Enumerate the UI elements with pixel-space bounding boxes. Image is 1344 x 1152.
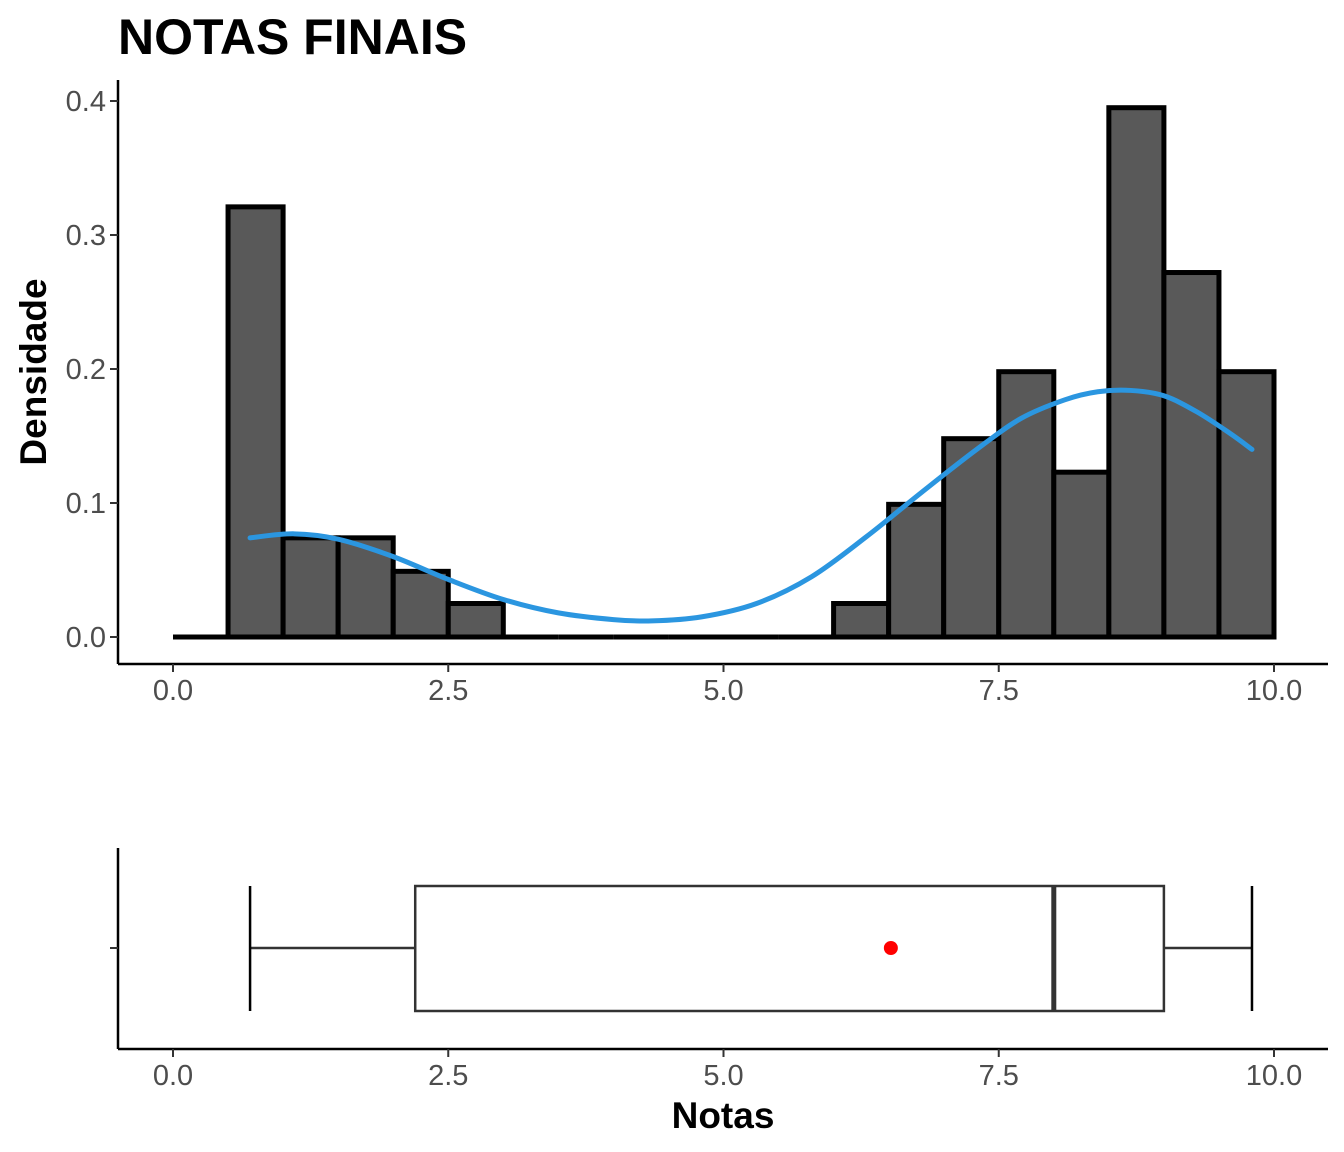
histogram-bar <box>1051 469 1112 640</box>
histogram-bar <box>1216 369 1277 640</box>
y-tick-label: 0.2 <box>66 354 106 386</box>
y-tick-label: 0.1 <box>66 488 106 520</box>
x-axis-title: Notas <box>672 1095 775 1136</box>
x-tick-label: 0.0 <box>153 675 193 707</box>
y-tick-label: 0.0 <box>66 622 106 654</box>
histogram-bar <box>445 601 506 640</box>
box-x-tick-label: 10.0 <box>1246 1060 1302 1092</box>
x-tick-label: 7.5 <box>979 675 1019 707</box>
x-tick-label: 2.5 <box>428 675 468 707</box>
chart-title: NOTAS FINAIS <box>118 9 467 65</box>
histogram-bar <box>280 535 341 640</box>
histogram-bar <box>831 601 892 640</box>
histogram-bar <box>1161 270 1222 640</box>
box-x-tick-label: 7.5 <box>979 1060 1019 1092</box>
histogram-bar <box>1106 105 1167 640</box>
boxplot-panel: 0.0 2.5 5.0 7.5 10.0 <box>110 848 1328 1092</box>
histogram-bar <box>225 204 286 640</box>
mean-point <box>883 941 898 955</box>
histogram-bar <box>886 501 947 640</box>
histogram-bar <box>996 369 1057 640</box>
box <box>413 884 1166 1013</box>
box-x-tick-label: 5.0 <box>703 1060 743 1092</box>
y-axis-title: Densidade <box>13 278 54 465</box>
box-x-tick-label: 2.5 <box>428 1060 468 1092</box>
y-tick-label: 0.4 <box>66 86 106 118</box>
x-tick-label: 5.0 <box>703 675 743 707</box>
density-curve <box>247 387 1255 624</box>
histogram-panel: 0.0 0.1 0.2 0.3 0.4 0.0 2.5 5.0 7.5 10.0 <box>66 80 1328 707</box>
y-tick-label: 0.3 <box>66 220 106 252</box>
x-tick-label: 10.0 <box>1246 675 1302 707</box>
histogram-bar <box>390 568 451 640</box>
box-x-tick-label: 0.0 <box>153 1060 193 1092</box>
